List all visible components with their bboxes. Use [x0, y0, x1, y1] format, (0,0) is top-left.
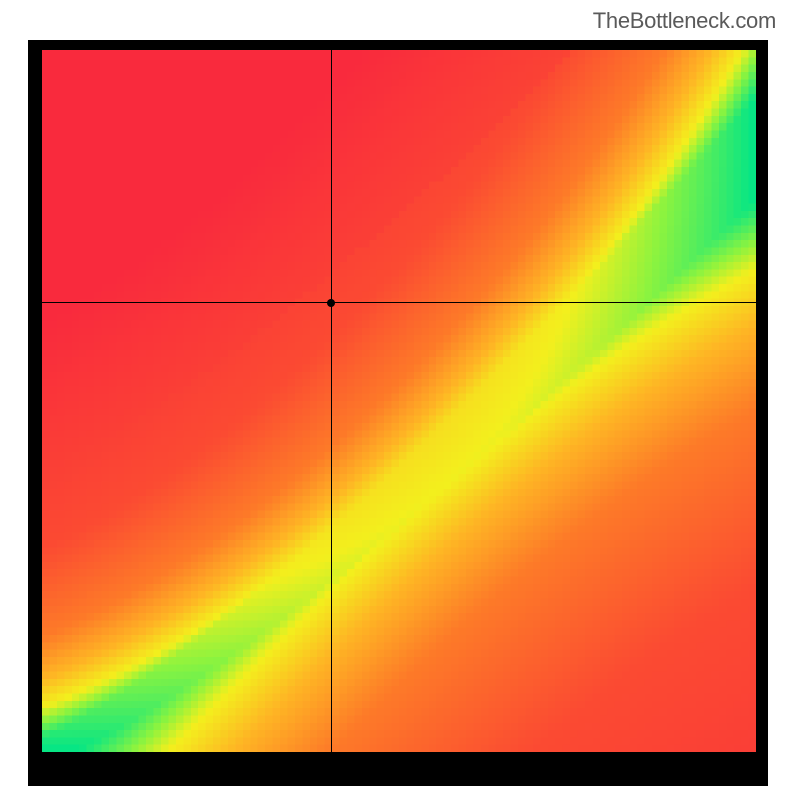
bottleneck-heatmap	[42, 50, 756, 752]
bottleneck-heatmap-frame	[28, 40, 768, 786]
watermark-text: TheBottleneck.com	[593, 8, 776, 34]
crosshair-horizontal	[42, 302, 756, 303]
crosshair-vertical	[331, 50, 332, 752]
crosshair-marker	[327, 299, 335, 307]
